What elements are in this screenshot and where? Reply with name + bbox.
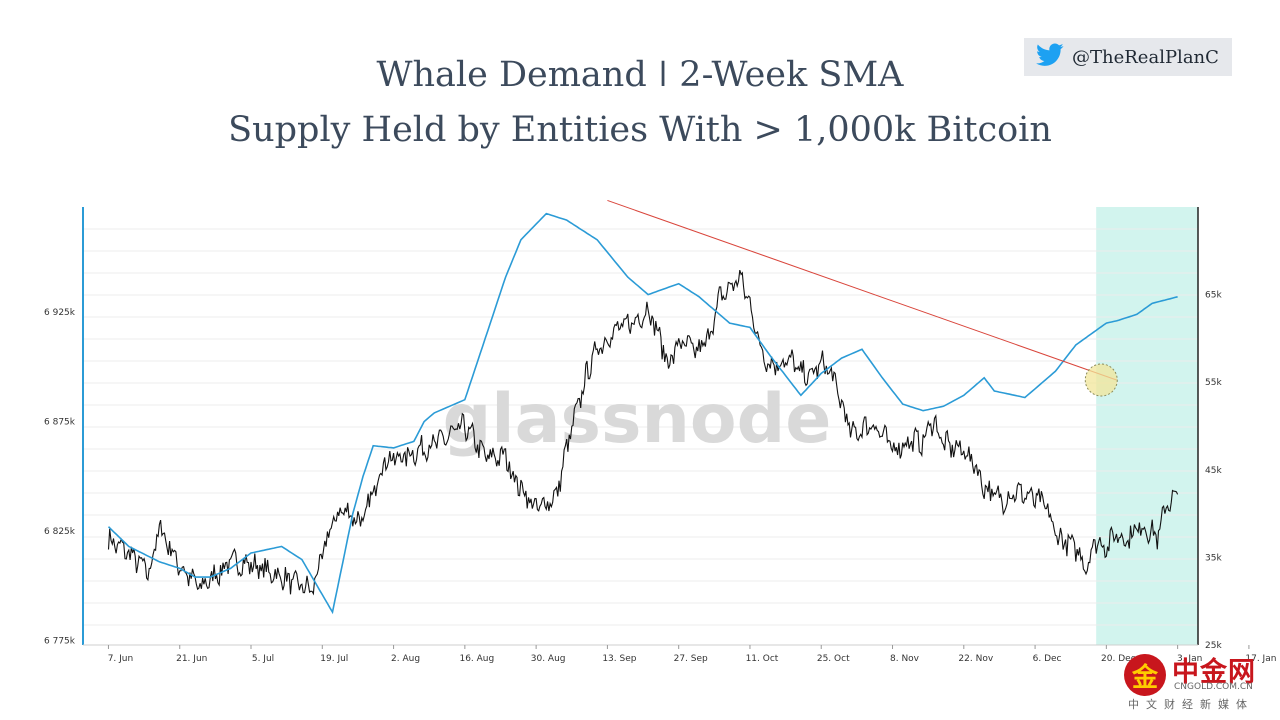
annotation-circle xyxy=(1084,363,1118,397)
x-tick-label: 6. Dec xyxy=(1033,654,1062,664)
y-right-tick-label: 65k xyxy=(1205,291,1222,301)
twitter-handle-text: @TheRealPlanC xyxy=(1072,46,1219,68)
x-tick-label: 11. Oct xyxy=(746,654,779,664)
x-tick-label: 3. Jan xyxy=(1177,654,1202,664)
x-tick-label: 17. Jan xyxy=(1245,654,1276,664)
y-left-tick-label: 6 775k xyxy=(44,637,76,647)
twitter-bird-icon xyxy=(1036,42,1064,72)
x-tick-label: 16. Aug xyxy=(459,654,494,664)
cngold-logo-name: 中金网 xyxy=(1172,657,1256,688)
y-left-tick-label: 6 825k xyxy=(44,527,76,537)
cngold-logo-mark: 金 xyxy=(1124,654,1166,696)
x-tick-label: 19. Jul xyxy=(320,654,348,664)
x-tick-label: 30. Aug xyxy=(531,654,566,664)
x-tick-label: 2. Aug xyxy=(391,654,420,664)
y-right-tick-label: 55k xyxy=(1205,378,1222,388)
x-tick-label: 8. Nov xyxy=(890,654,920,664)
chart-title-line-1: Whale Demand ǀ 2-Week SMA xyxy=(376,55,904,95)
x-tick-label: 22. Nov xyxy=(958,654,993,664)
highlight-band xyxy=(1096,207,1198,645)
x-tick-label: 27. Sep xyxy=(674,654,708,664)
cngold-logo-url: CNGOLD.COM.CN xyxy=(1174,682,1253,692)
series-whale-sma xyxy=(107,212,1178,615)
x-tick-label: 13. Sep xyxy=(602,654,636,664)
y-left-tick-label: 6 875k xyxy=(44,418,76,428)
cngold-logo: 金 中金网 CNGOLD.COM.CN 中文财经新媒体 xyxy=(1120,648,1270,718)
chart-title-line-2: Supply Held by Entities With > 1,000k Bi… xyxy=(228,110,1052,150)
x-tick-label: 21. Jun xyxy=(176,654,207,664)
y-left-tick-label: 6 925k xyxy=(44,308,76,318)
series-btc-price xyxy=(107,269,1179,596)
y-right-tick-label: 45k xyxy=(1205,466,1222,476)
watermark: glassnode xyxy=(443,380,832,459)
y-right-tick-label: 35k xyxy=(1205,553,1222,563)
x-tick-label: 7. Jun xyxy=(108,654,134,664)
twitter-handle-badge[interactable]: @TheRealPlanC xyxy=(1024,38,1232,76)
y-right-tick-label: 25k xyxy=(1205,641,1222,651)
trendline xyxy=(607,199,1117,381)
x-tick-label: 20. Dec xyxy=(1101,654,1136,664)
x-tick-label: 25. Oct xyxy=(817,654,850,664)
cngold-logo-tagline: 中文财经新媒体 xyxy=(1128,698,1254,711)
x-tick-label: 5. Jul xyxy=(252,654,274,664)
